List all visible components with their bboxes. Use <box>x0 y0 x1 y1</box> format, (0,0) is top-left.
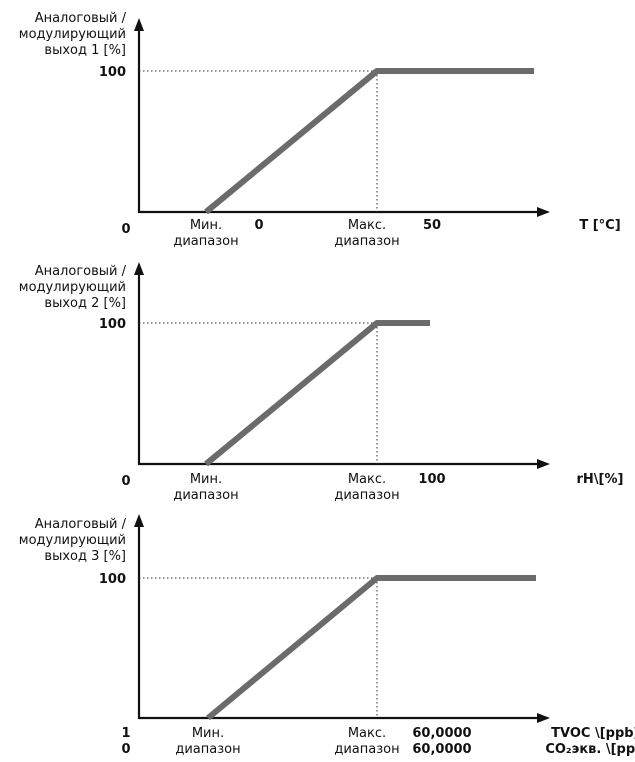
max-range-label: Макс. <box>348 726 386 741</box>
x-axis-label: T [°C] <box>579 218 620 233</box>
y-axis-label: Аналоговый / <box>35 11 127 26</box>
output-curve <box>206 575 536 721</box>
min-range-label: Мин. <box>190 218 222 233</box>
output-curve <box>204 68 534 215</box>
y-axis-label: выход 2 [%] <box>44 296 126 311</box>
min-range-label: диапазон <box>173 488 238 503</box>
max-range-label: диапазон <box>334 488 399 503</box>
y-axis-arrow <box>134 262 144 275</box>
min-range-label: диапазон <box>175 742 240 757</box>
y-top-value: 100 <box>99 317 126 332</box>
y-axis-label: выход 1 [%] <box>44 43 126 58</box>
x-axis-arrow <box>537 713 550 723</box>
max-range-label: Макс. <box>348 472 386 487</box>
y-axis-label: модулирующий <box>19 27 126 42</box>
y-axis-label: модулирующий <box>19 280 126 295</box>
min-range-label: Мин. <box>190 472 222 487</box>
y-axis-label: Аналоговый / <box>35 264 127 279</box>
y-axis-label: Аналоговый / <box>35 517 127 532</box>
x-tick-label: 100 <box>418 472 445 487</box>
x-tick-label: 0 <box>254 218 263 233</box>
x-axis-label: TVOC \[ppb] / <box>551 726 635 741</box>
min-range-label: Мин. <box>192 726 224 741</box>
x-axis-arrow <box>537 459 550 469</box>
max-range-label: Макс. <box>348 218 386 233</box>
origin-value: 0 <box>121 222 130 237</box>
max-range-label: диапазон <box>334 742 399 757</box>
output-curve <box>204 320 430 467</box>
x-tick-label: 50 <box>423 218 441 233</box>
y-axis-arrow <box>134 18 144 31</box>
y-top-value: 100 <box>99 572 126 587</box>
y-top-value: 100 <box>99 65 126 80</box>
origin-value: 0 <box>121 474 130 489</box>
origin-value: 1 <box>121 726 130 741</box>
x-tick-label: 60,0000 <box>412 742 471 757</box>
x-tick-label: 60,0000 <box>412 726 471 741</box>
x-axis-label: CO₂экв. \[ppm] <box>545 742 635 757</box>
min-range-label: диапазон <box>173 234 238 249</box>
y-axis-label: модулирующий <box>19 533 126 548</box>
x-axis-arrow <box>537 207 550 217</box>
y-axis-label: выход 3 [%] <box>44 549 126 564</box>
x-axis-label: rH\[%] <box>577 472 624 487</box>
max-range-label: диапазон <box>334 234 399 249</box>
y-axis-arrow <box>134 514 144 527</box>
origin-value: 0 <box>121 742 130 757</box>
